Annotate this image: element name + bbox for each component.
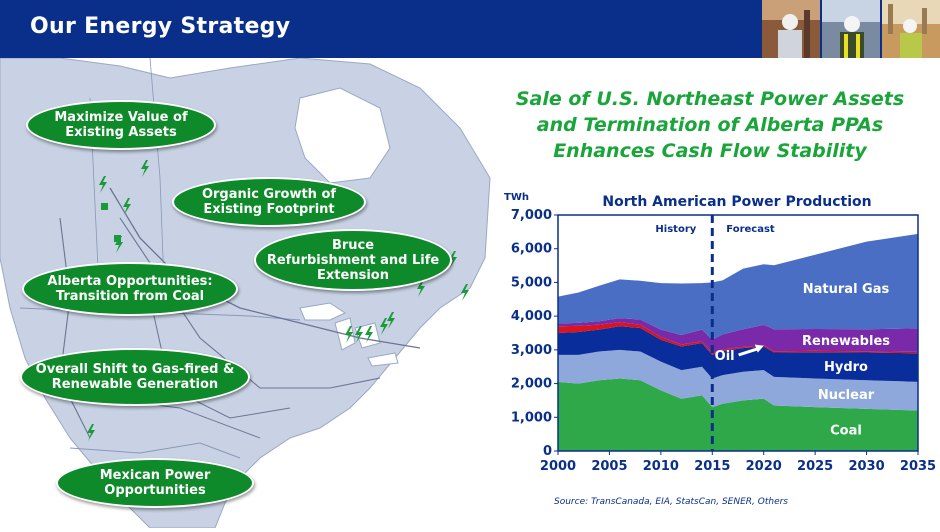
series-label-natural-gas: Natural Gas bbox=[803, 282, 890, 297]
area-natural-gas bbox=[558, 233, 918, 340]
y-tick-label: 6,000 bbox=[511, 242, 552, 257]
series-label-coal: Coal bbox=[830, 424, 862, 439]
oval-bruce-refurbishment: Bruce Refurbishment and Life Extension bbox=[254, 229, 452, 291]
x-tick-label: 2025 bbox=[797, 459, 833, 474]
header-photo-3 bbox=[882, 0, 940, 58]
y-tick-label: 3,000 bbox=[511, 343, 552, 358]
x-tick-label: 2005 bbox=[591, 459, 627, 474]
x-tick-label: 2000 bbox=[540, 459, 576, 474]
x-tick-label: 2010 bbox=[643, 459, 679, 474]
y-tick-label: 0 bbox=[543, 444, 552, 459]
oil-arrow-head bbox=[754, 344, 764, 353]
power-bolt-icon bbox=[87, 160, 469, 441]
header-photo-1 bbox=[762, 0, 820, 58]
series-label-nuclear: Nuclear bbox=[818, 388, 875, 403]
oil-annotation: Oil bbox=[715, 349, 735, 364]
chart-title: North American Power Production bbox=[602, 194, 871, 210]
header-bar: Our Energy Strategy bbox=[0, 0, 940, 58]
oval-overall-shift: Overall Shift to Gas-fired & Renewable Ge… bbox=[20, 348, 250, 406]
oval-maximize-value: Maximize Value of Existing Assets bbox=[26, 100, 216, 150]
area-nuclear bbox=[558, 349, 918, 411]
source-note: Source: TransCanada, EIA, StatsCan, SENE… bbox=[554, 497, 788, 507]
oval-organic-growth: Organic Growth of Existing Footprint bbox=[172, 177, 366, 227]
power-production-chart: North American Power Production TWh 0 1,0… bbox=[504, 192, 936, 474]
north-america-map: Maximize Value of Existing Assets Organic… bbox=[0, 57, 500, 529]
page-title: Our Energy Strategy bbox=[30, 14, 291, 39]
strategy-subtitle: Sale of U.S. Northeast Power Assets and … bbox=[515, 88, 905, 162]
area-coal bbox=[558, 378, 918, 451]
y-tick-label: 2,000 bbox=[511, 377, 552, 392]
history-label: History bbox=[655, 224, 696, 235]
y-tick-label: 1,000 bbox=[511, 410, 552, 425]
x-tick-label: 2015 bbox=[694, 459, 730, 474]
chart-ylabel: TWh bbox=[504, 192, 529, 203]
x-tick-label: 2020 bbox=[746, 459, 782, 474]
plant-marker-icon bbox=[101, 203, 121, 242]
x-tick-label: 2030 bbox=[848, 459, 884, 474]
area-hydro bbox=[558, 326, 918, 382]
header-photo-2 bbox=[822, 0, 880, 58]
oval-alberta-opportunities: Alberta Opportunities: Transition from Co… bbox=[22, 262, 238, 316]
x-tick-label: 2035 bbox=[900, 459, 936, 474]
y-tick-label: 4,000 bbox=[511, 309, 552, 324]
series-label-hydro: Hydro bbox=[824, 360, 868, 375]
oil-arrow bbox=[738, 347, 759, 357]
y-tick-label: 7,000 bbox=[511, 208, 552, 223]
oval-mexican-power: Mexican Power Opportunities bbox=[56, 458, 254, 508]
area-oil bbox=[558, 322, 918, 355]
y-tick-label: 5,000 bbox=[511, 275, 552, 290]
area-renewables bbox=[558, 318, 918, 354]
series-label-renewables: Renewables bbox=[802, 334, 890, 349]
plot-frame bbox=[557, 214, 919, 452]
forecast-label: Forecast bbox=[726, 224, 775, 235]
